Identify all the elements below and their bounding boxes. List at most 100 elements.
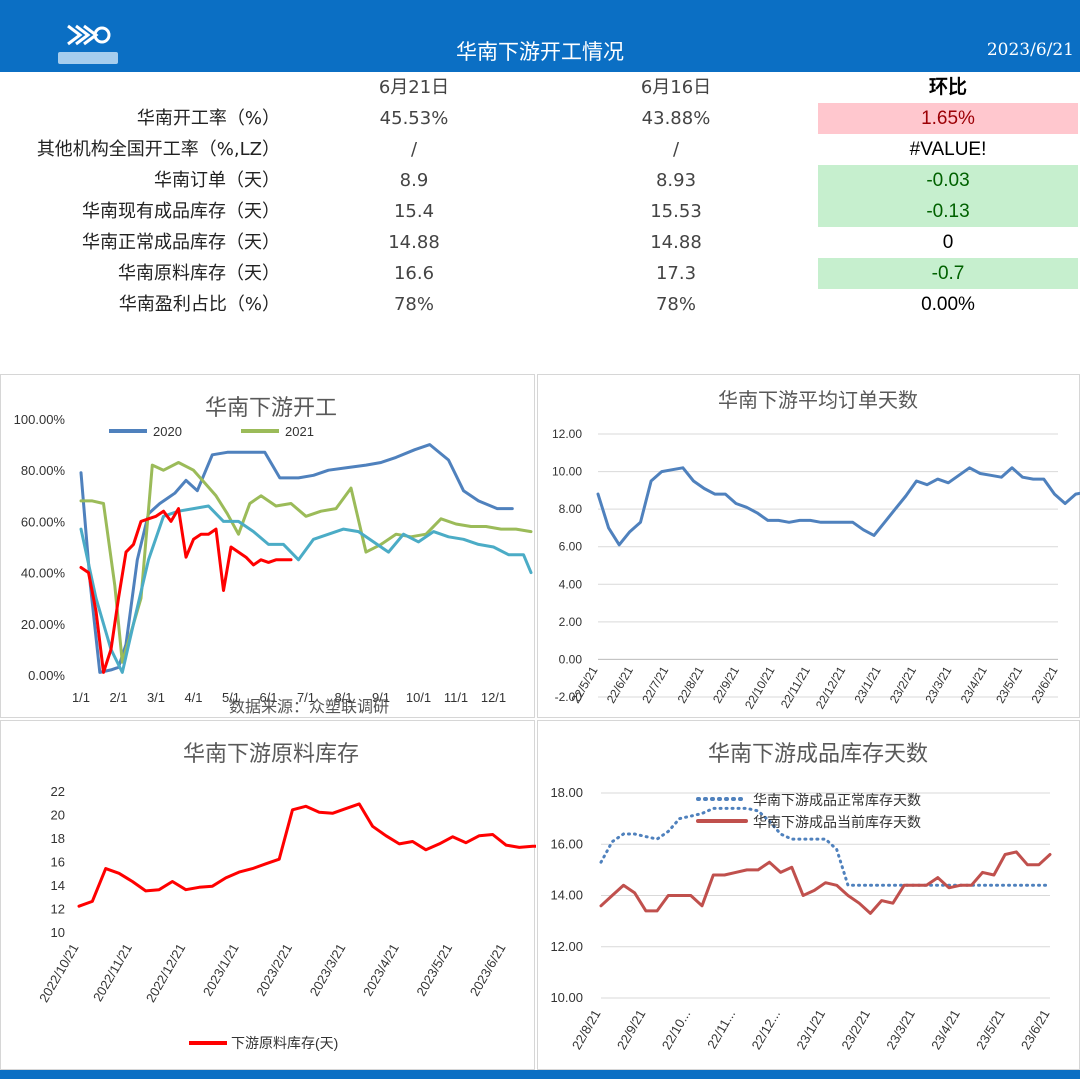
x-tick-label: 2023/4/21: [360, 941, 402, 999]
header-bar: 华南下游开工情况 2023/6/21: [0, 0, 1080, 72]
chart-title: 华南下游成品库存天数: [708, 741, 928, 766]
x-tick-label: 7/1: [297, 690, 315, 705]
chart-panel-order-days: 华南下游平均订单天数 -2.00 0.00 2.00 4.00 6.00 8.00 10.00…: [537, 374, 1080, 718]
x-tick-label: 23/6/21: [1028, 664, 1060, 706]
x-tick-label: 22/10/21: [742, 664, 778, 712]
x-tick-label: 23/4/21: [958, 664, 990, 706]
finished-goods-chart: 华南下游成品库存天数 10.00 12.00 14.00 16.00 18.00 22/8/…: [550, 741, 1053, 1052]
series-line-2020: [79, 443, 514, 674]
chart-panel-finished-goods: 华南下游成品库存天数 10.00 12.00 14.00 16.00 18.00 22/8/…: [537, 720, 1080, 1070]
y-tick-label: 100.00%: [14, 412, 66, 427]
y-tick-label: 0.00: [559, 652, 583, 666]
table-row: 华南正常成品库存（天） 14.88 14.88 0: [0, 227, 1080, 258]
x-tick-label: 23/3/21: [883, 1007, 918, 1052]
x-tick-label: 2022/11/21: [90, 941, 135, 1004]
x-tick-label: 22/12...: [749, 1007, 784, 1052]
row-value-current: /: [410, 139, 418, 160]
legend-label: 下游原料库存(天): [231, 1035, 338, 1051]
x-tick-label: 5/1: [222, 690, 240, 705]
x-tick-label: 22/7/21: [639, 664, 671, 706]
y-tick-label: 6.00: [559, 540, 583, 554]
row-value-previous: 15.53: [650, 201, 702, 222]
column-header-previous: 6月16日: [640, 77, 712, 98]
y-tick-label: 16: [51, 855, 65, 870]
row-value-previous: 14.88: [650, 232, 702, 253]
chart-panel-raw-material: 华南下游原料库存 10 12 14 16 18 20 22 2022/10/21 2022/11/…: [0, 720, 561, 1070]
row-label: 华南正常成品库存（天）: [82, 232, 280, 253]
x-tick-label: 12/1: [481, 690, 506, 705]
row-change: 0.00%: [921, 294, 975, 315]
y-tick-label: 20: [51, 808, 65, 823]
column-header-change: 环比: [928, 77, 967, 98]
row-label: 华南开工率（%）: [136, 108, 280, 129]
page-title: 华南下游开工情况: [456, 40, 624, 64]
x-tick-label: 23/2/21: [887, 664, 919, 706]
row-value-previous: 8.93: [655, 170, 697, 191]
row-value-current: 16.6: [393, 263, 435, 284]
series-line-red: [79, 507, 293, 674]
row-value-current: 8.9: [399, 170, 429, 191]
row-label: 华南订单（天）: [154, 170, 280, 191]
y-tick-label: 14.00: [550, 888, 583, 903]
legend-label-2020: 2020: [153, 424, 182, 439]
x-tick-label: 2/1: [109, 690, 127, 705]
logo-icon: [67, 24, 111, 46]
x-tick-label: 22/11/21: [778, 664, 813, 711]
x-tick-label: 22/9/21: [614, 1007, 649, 1052]
column-header-current: 6月21日: [378, 77, 450, 98]
table-header-row: 6月21日 6月16日 环比: [0, 72, 1080, 103]
x-tick-label: 1/1: [72, 690, 90, 705]
raw-material-line: [77, 802, 561, 908]
x-tick-label: 2022/12/21: [143, 941, 189, 1005]
row-change: 1.65%: [818, 103, 1078, 134]
y-tick-label: 18.00: [550, 785, 583, 800]
y-tick-label: 4.00: [559, 577, 583, 591]
row-value-previous: 17.3: [655, 263, 697, 284]
report-date: 2023/6/21: [986, 40, 1074, 60]
chart-title: 华南下游平均订单天数: [718, 389, 918, 412]
row-change: -0.03: [818, 165, 1078, 196]
x-tick-label: 23/6/21: [1018, 1007, 1053, 1052]
raw-material-chart: 华南下游原料库存 10 12 14 16 18 20 22 2022/10/21 2022/11/…: [36, 741, 561, 1051]
x-tick-label: 2023/6/21: [467, 941, 509, 999]
chart-title: 华南下游原料库存: [183, 741, 359, 766]
y-tick-label: 80.00%: [21, 463, 66, 478]
row-label: 华南原料库存（天）: [118, 263, 280, 284]
table-row: 华南订单（天） 8.9 8.93 -0.03: [0, 165, 1080, 196]
series-line-1: [599, 850, 1052, 915]
row-value-previous: 43.88%: [641, 108, 711, 129]
table-row: 其他机构全国开工率（%,LZ） / / #VALUE!: [0, 134, 1080, 165]
y-tick-label: 10.00: [552, 465, 582, 479]
y-tick-label: 12.00: [550, 939, 583, 954]
x-tick-label: 23/2/21: [838, 1007, 873, 1052]
x-tick-label: 4/1: [184, 690, 202, 705]
operating-rate-chart: 华南下游开工 0.00% 20.00% 40.00% 60.00% 80.00% 100.0…: [14, 395, 533, 716]
x-tick-label: 11/1: [444, 690, 468, 705]
y-tick-label: 16.00: [550, 836, 583, 851]
order-days-chart: 华南下游平均订单天数 -2.00 0.00 2.00 4.00 6.00 8.00 10.00…: [552, 389, 1080, 712]
x-tick-label: 22/6/21: [604, 664, 636, 706]
y-tick-label: -2.00: [555, 690, 583, 704]
row-change: -0.13: [818, 196, 1078, 227]
order-days-line: [596, 466, 1080, 547]
x-tick-label: 9/1: [372, 690, 390, 705]
y-tick-label: 40.00%: [21, 566, 66, 581]
summary-table: 6月21日 6月16日 环比 华南开工率（%） 45.53% 43.88% 1.65%…: [0, 72, 1080, 370]
y-tick-label: 22: [51, 784, 65, 799]
row-value-previous: 78%: [655, 294, 696, 315]
x-tick-label: 2022/10/21: [36, 941, 82, 1005]
chart-panel-operating-rate: 华南下游开工 0.00% 20.00% 40.00% 60.00% 80.00% 100.0…: [0, 374, 535, 718]
x-tick-label: 23/5/21: [993, 664, 1025, 706]
row-value-previous: /: [672, 139, 680, 160]
y-tick-label: 10: [51, 925, 65, 940]
data-source-note: 数据来源：众塑联调研: [229, 698, 389, 716]
x-tick-label: 22/11...: [704, 1007, 738, 1051]
y-tick-label: 12.00: [552, 427, 582, 441]
company-logo: [58, 22, 118, 66]
x-tick-label: 22/8/21: [569, 1007, 604, 1052]
row-change: #VALUE!: [909, 139, 987, 160]
x-tick-label: 2023/2/21: [253, 941, 295, 999]
x-tick-label: 8/1: [334, 690, 352, 705]
table-row: 华南现有成品库存（天） 15.4 15.53 -0.13: [0, 196, 1080, 227]
y-tick-label: 18: [51, 831, 65, 846]
